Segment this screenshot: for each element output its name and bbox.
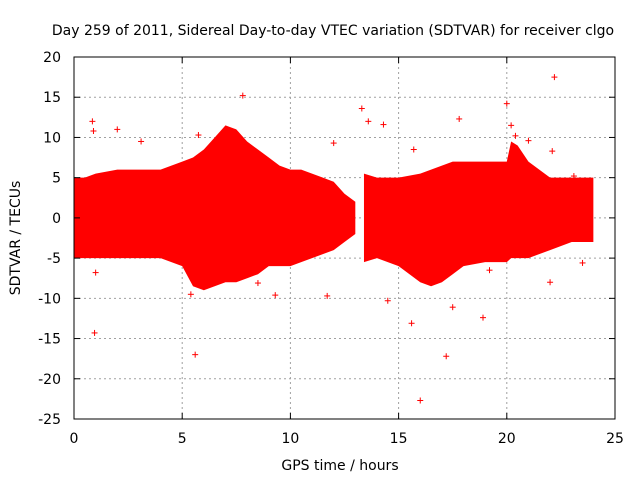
x-tick-label: 25 <box>606 431 624 447</box>
data-point <box>512 132 519 139</box>
data-point <box>138 138 145 145</box>
x-axis-label: GPS time / hours <box>281 458 398 474</box>
data-point <box>330 140 337 147</box>
data-point <box>503 100 510 107</box>
data-point <box>89 118 96 125</box>
data-point <box>570 173 577 180</box>
data-band-segment-1 <box>74 125 356 291</box>
y-tick-labels: -25 -20 -15 -10 -5 0 5 10 15 20 <box>38 50 61 428</box>
y-tick-label: 15 <box>43 90 61 106</box>
plot-frame <box>73 56 616 420</box>
data-point <box>365 118 372 125</box>
data-point <box>187 291 194 298</box>
data-point <box>525 137 532 144</box>
y-tick-label: 20 <box>43 50 61 66</box>
data-point <box>384 297 391 304</box>
data-point <box>195 132 202 139</box>
y-tick-label: -25 <box>38 412 61 428</box>
data-point <box>479 314 486 321</box>
x-tick-labels: 0 5 10 15 20 25 <box>70 431 624 447</box>
y-tick-label: -20 <box>38 372 61 388</box>
y-tick-label: -5 <box>47 251 61 267</box>
data-point <box>92 269 99 276</box>
data-point <box>443 353 450 360</box>
data-point <box>324 292 331 299</box>
data-point <box>547 279 554 286</box>
data-point <box>417 397 424 404</box>
ticks <box>73 56 616 420</box>
x-tick-label: 20 <box>498 431 516 447</box>
data-point <box>380 121 387 128</box>
data-point <box>239 92 246 99</box>
data-layer <box>74 74 594 404</box>
data-point <box>549 148 556 155</box>
y-tick-label: 5 <box>52 171 61 187</box>
data-point <box>410 146 417 153</box>
x-tick-label: 0 <box>70 431 79 447</box>
y-tick-label: 0 <box>52 211 61 227</box>
data-point <box>456 115 463 122</box>
data-point <box>408 320 415 327</box>
y-tick-label: -15 <box>38 332 61 348</box>
data-point <box>579 259 586 266</box>
data-point <box>358 105 365 112</box>
data-point <box>508 122 515 129</box>
data-point <box>192 351 199 358</box>
data-point <box>449 304 456 311</box>
data-point <box>254 280 261 287</box>
x-tick-label: 15 <box>390 431 408 447</box>
chart-title: Day 259 of 2011, Sidereal Day-to-day VTE… <box>52 23 614 39</box>
y-tick-label: -10 <box>38 291 61 307</box>
y-axis-label: SDTVAR / TECUs <box>8 181 24 296</box>
x-tick-label: 10 <box>281 431 299 447</box>
data-point <box>272 292 279 299</box>
data-point <box>91 329 98 336</box>
y-tick-label: 10 <box>43 130 61 146</box>
data-point <box>551 74 558 81</box>
data-point <box>114 126 121 133</box>
data-point <box>90 128 97 135</box>
x-tick-label: 5 <box>178 431 187 447</box>
data-point <box>486 267 493 274</box>
data-band-segment-2 <box>363 141 594 287</box>
